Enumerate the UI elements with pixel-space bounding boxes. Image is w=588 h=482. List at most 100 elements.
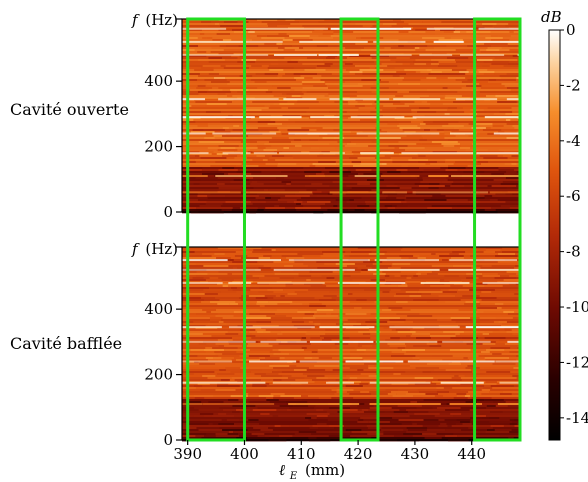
heatmap-cell <box>398 285 408 287</box>
heatmap-cell <box>504 279 520 281</box>
heatmap-cell <box>397 119 421 121</box>
heatmap-cell <box>376 137 401 139</box>
harmonic-line <box>419 54 452 56</box>
heatmap-cell <box>392 263 410 265</box>
harmonic-line <box>215 175 287 177</box>
heatmap-cell <box>207 91 231 93</box>
heatmap-cell <box>344 425 367 427</box>
heatmap-cell <box>420 123 426 125</box>
heatmap-cell <box>425 349 450 351</box>
heatmap-cell <box>432 195 445 197</box>
heatmap-cell <box>357 405 373 407</box>
heatmap-cell <box>210 277 219 279</box>
heatmap-cell <box>342 179 361 181</box>
y-axis-label-top: f (Hz) <box>131 11 178 29</box>
heatmap-cell <box>290 425 312 427</box>
heatmap-cell <box>228 105 239 107</box>
heatmap-cell <box>312 351 318 353</box>
heatmap-cell <box>477 69 487 71</box>
heatmap-cell <box>214 253 224 255</box>
heatmap-cell <box>182 75 198 77</box>
heatmap-cell <box>333 181 357 183</box>
y-axis-bottom: 0200400 <box>144 247 182 449</box>
heatmap-cell <box>308 437 316 439</box>
heatmap-cell <box>225 201 250 203</box>
harmonic-line <box>243 259 281 261</box>
heatmap-cell <box>379 59 390 61</box>
heatmap-cell <box>203 65 221 67</box>
harmonic-line <box>182 41 244 43</box>
heatmap-cell <box>447 109 470 111</box>
heatmap-cell <box>424 419 439 421</box>
heatmap-cell <box>399 31 409 33</box>
heatmap-cell <box>394 275 400 277</box>
y-tick-label: 0 <box>163 431 173 449</box>
heatmap-cell <box>456 393 466 395</box>
heatmap-cell <box>207 195 225 197</box>
heatmap-cell <box>385 275 389 277</box>
y-tick-label: 400 <box>144 300 173 318</box>
heatmap-cell <box>491 385 514 387</box>
heatmap-cell <box>376 249 401 251</box>
heatmap-cell <box>200 73 209 75</box>
heatmap-cell <box>471 349 486 351</box>
heatmap-cell <box>484 195 492 197</box>
heatmap-cell <box>302 63 324 65</box>
heatmap-cell <box>413 395 428 397</box>
colorbar-tick-label: -2 <box>566 76 581 94</box>
heatmap-cell <box>435 395 443 397</box>
heatmap-cell <box>491 35 498 37</box>
heatmap-cell <box>345 47 364 49</box>
heatmap-cell <box>317 415 328 417</box>
heatmap-cell <box>280 405 294 407</box>
heatmap-cell <box>182 45 198 47</box>
heatmap-cell <box>215 315 233 317</box>
heatmap-cell <box>247 255 263 257</box>
heatmap-cell <box>281 107 288 109</box>
heatmap-cell <box>302 347 307 349</box>
heatmap-cell <box>319 101 335 103</box>
heatmap-cell <box>382 109 393 111</box>
heatmap-cell <box>448 363 461 365</box>
heatmap-cell <box>409 257 418 259</box>
heatmap-cell <box>421 293 431 295</box>
heatmap-cell <box>295 379 312 381</box>
heatmap-cell <box>406 319 411 321</box>
heatmap-cell <box>302 255 320 257</box>
heatmap-cell <box>307 291 330 293</box>
heatmap-cell <box>202 309 216 311</box>
heatmap-cell <box>355 209 365 211</box>
heatmap-cell <box>451 317 471 319</box>
heatmap-cell <box>476 411 490 413</box>
heatmap-cell <box>388 195 405 197</box>
heatmap-cell <box>355 121 372 123</box>
heatmap-row <box>182 413 520 415</box>
heatmap-cell <box>335 279 352 281</box>
heatmap-cell <box>250 289 267 291</box>
heatmap-cell <box>240 329 255 331</box>
heatmap-cell <box>344 275 351 277</box>
heatmap-cell <box>391 289 401 291</box>
heatmap-cell <box>182 355 197 357</box>
heatmap-cell <box>382 163 387 165</box>
heatmap-cell <box>440 279 444 281</box>
heatmap-cell <box>445 429 461 431</box>
heatmap-cell <box>310 277 326 279</box>
heatmap-cell <box>318 35 330 37</box>
heatmap-cell <box>277 75 282 77</box>
heatmap-cell <box>353 433 367 435</box>
heatmap-cell <box>237 263 259 265</box>
heatmap-cell <box>311 311 317 313</box>
heatmap-cell <box>456 321 480 323</box>
heatmap-cell <box>225 333 238 335</box>
heatmap-cell <box>370 337 390 339</box>
heatmap-cell <box>247 397 266 399</box>
heatmap-cell <box>406 345 413 347</box>
heatmap-cell <box>396 329 410 331</box>
heatmap-cell <box>412 157 417 159</box>
heatmap-cell <box>207 37 213 39</box>
heatmap-cell <box>212 255 235 257</box>
heatmap-cell <box>321 171 329 173</box>
heatmap-cell <box>280 277 294 279</box>
heatmap-cell <box>284 155 292 157</box>
